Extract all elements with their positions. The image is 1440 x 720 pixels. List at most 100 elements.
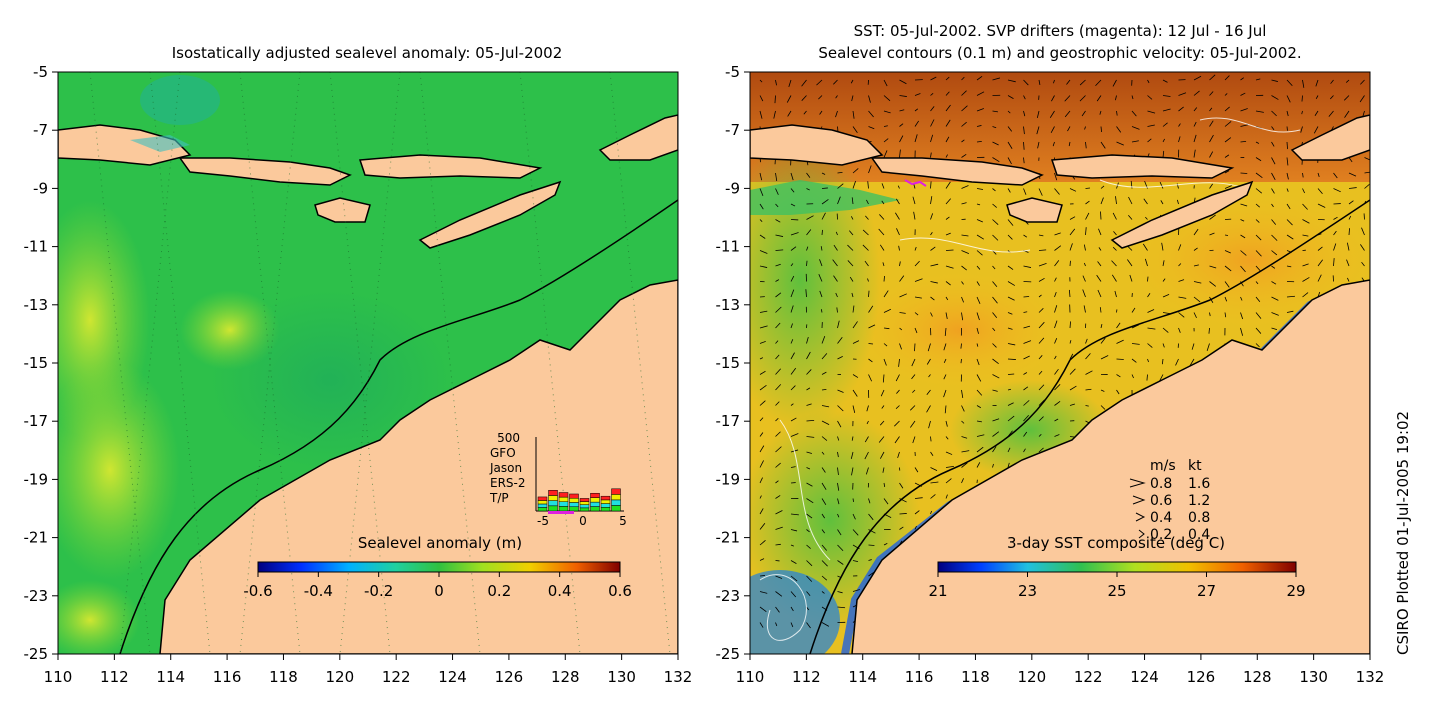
velocity-arrow bbox=[759, 477, 763, 484]
velocity-arrow bbox=[1162, 150, 1165, 158]
velocity-arrow bbox=[1286, 157, 1289, 166]
velocity-arrow bbox=[1038, 79, 1041, 86]
velocity-arrow bbox=[1224, 154, 1230, 158]
velocity-arrow bbox=[868, 529, 876, 534]
inset-bar-segment bbox=[590, 501, 600, 507]
velocity-arrow bbox=[852, 389, 858, 397]
velocity-arrow bbox=[837, 467, 839, 476]
velocity-arrow bbox=[833, 244, 838, 251]
velocity-arrow bbox=[1053, 79, 1055, 84]
velocity-arrow bbox=[1054, 320, 1058, 329]
velocity-arrow bbox=[1286, 188, 1289, 192]
velocity-arrow bbox=[992, 389, 998, 392]
velocity-arrow bbox=[775, 591, 783, 597]
velocity-arrow bbox=[1191, 343, 1195, 350]
velocity-arrow bbox=[1146, 374, 1148, 381]
velocity-arrow bbox=[1348, 187, 1357, 189]
velocity-arrow bbox=[852, 560, 859, 563]
velocity-arrow bbox=[930, 510, 932, 515]
velocity-arrow bbox=[821, 353, 828, 360]
velocity-arrow bbox=[1209, 214, 1216, 220]
velocity-arrow bbox=[1224, 281, 1230, 288]
velocity-arrow bbox=[1162, 138, 1165, 143]
velocity-arrow bbox=[1068, 141, 1071, 147]
velocity-arrow bbox=[1208, 327, 1210, 334]
y-tick-label: -13 bbox=[716, 296, 741, 314]
right-panel-title-line2: Sealevel contours (0.1 m) and geostrophi… bbox=[818, 44, 1301, 62]
velocity-arrow bbox=[1038, 188, 1043, 196]
velocity-arrow bbox=[1189, 358, 1195, 367]
velocity-arrow bbox=[930, 93, 934, 96]
velocity-arrow bbox=[790, 575, 798, 582]
velocity-arrow bbox=[837, 498, 840, 505]
velocity-arrow bbox=[1038, 277, 1045, 282]
velocity-arrow bbox=[976, 358, 980, 366]
velocity-arrow bbox=[775, 495, 781, 499]
velocity-legend-kt: 0.4 bbox=[1188, 527, 1210, 543]
velocity-arrow bbox=[976, 203, 981, 206]
velocity-arrow bbox=[819, 110, 823, 115]
velocity-arrow bbox=[1147, 327, 1156, 330]
velocity-arrow bbox=[1116, 141, 1124, 146]
velocity-arrow bbox=[1162, 294, 1170, 298]
velocity-arrow bbox=[1068, 289, 1071, 298]
velocity-arrow bbox=[883, 95, 891, 102]
y-tick-label: -11 bbox=[716, 238, 741, 256]
velocity-arrow bbox=[1193, 228, 1199, 236]
velocity-arrow bbox=[992, 141, 999, 146]
velocity-arrow bbox=[1193, 107, 1198, 112]
velocity-arrow bbox=[1131, 110, 1137, 117]
velocity-arrow bbox=[1085, 200, 1090, 205]
velocity-arrow bbox=[945, 119, 951, 127]
velocity-arrow bbox=[867, 181, 869, 189]
velocity-arrow bbox=[945, 216, 950, 220]
velocity-arrow bbox=[775, 79, 777, 86]
velocity-arrow bbox=[1271, 250, 1278, 256]
velocity-arrow bbox=[1206, 343, 1210, 352]
velocity-arrow bbox=[1116, 389, 1120, 395]
inset-bar-segment bbox=[600, 507, 611, 512]
velocity-arrow bbox=[835, 231, 838, 236]
velocity-arrow bbox=[759, 622, 764, 628]
velocity-arrow bbox=[1271, 157, 1276, 165]
velocity-legend-kt: 1.2 bbox=[1188, 493, 1210, 509]
velocity-arrow bbox=[930, 263, 939, 267]
velocity-arrow bbox=[1178, 92, 1187, 96]
velocity-arrow bbox=[1178, 123, 1181, 127]
velocity-arrow bbox=[1286, 79, 1293, 86]
velocity-arrow bbox=[806, 260, 808, 267]
inset-bar-segment bbox=[569, 506, 579, 512]
velocity-arrow bbox=[992, 374, 1000, 379]
velocity-arrow bbox=[1131, 95, 1134, 100]
velocity-arrow bbox=[787, 110, 792, 117]
left-panel-title: Isostatically adjusted sealevel anomaly:… bbox=[172, 44, 563, 62]
velocity-arrow bbox=[1161, 242, 1164, 251]
velocity-arrow bbox=[852, 529, 859, 536]
velocity-arrow bbox=[878, 436, 885, 443]
velocity-arrow bbox=[1054, 305, 1058, 313]
velocity-arrow bbox=[961, 139, 965, 143]
velocity-legend-arrow bbox=[1129, 478, 1146, 488]
velocity-arrow bbox=[837, 451, 839, 458]
velocity-arrow bbox=[914, 312, 919, 316]
velocity-arrow bbox=[1147, 95, 1153, 100]
velocity-arrow bbox=[759, 325, 768, 329]
velocity-arrow bbox=[1255, 250, 1262, 257]
velocity-arrow bbox=[1085, 141, 1087, 149]
velocity-arrow bbox=[1240, 140, 1247, 143]
velocity-arrow bbox=[790, 606, 794, 612]
velocity-arrow bbox=[992, 157, 1000, 163]
velocity-arrow bbox=[1347, 277, 1350, 282]
velocity-arrow bbox=[806, 482, 813, 487]
velocity-arrow bbox=[759, 265, 768, 268]
velocity-arrow bbox=[775, 322, 781, 329]
velocity-arrow bbox=[1036, 126, 1040, 135]
velocity-arrow bbox=[851, 467, 854, 476]
csiro-credit: CSIRO Plotted 01-Jul-2005 19:02 bbox=[1394, 411, 1412, 655]
velocity-arrow bbox=[1286, 110, 1289, 117]
velocity-arrow bbox=[1255, 110, 1264, 113]
velocity-arrow bbox=[1333, 216, 1338, 220]
y-tick-label: -17 bbox=[24, 412, 49, 430]
velocity-arrow bbox=[1224, 312, 1227, 318]
velocity-arrow bbox=[806, 498, 814, 504]
